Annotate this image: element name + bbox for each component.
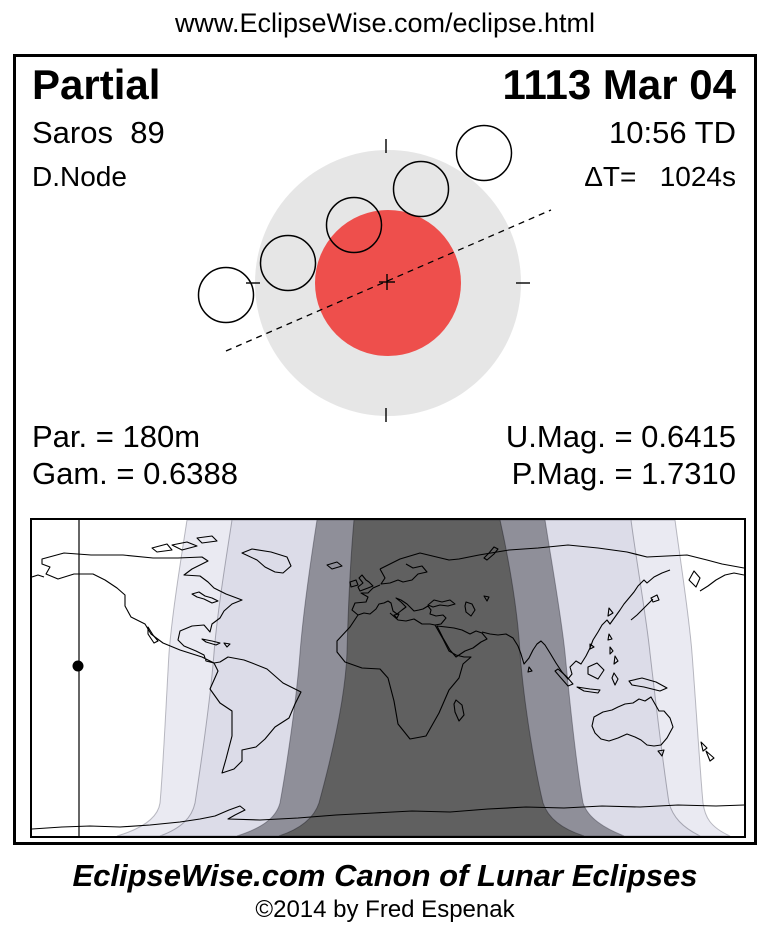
continent-outlines	[32, 535, 744, 830]
eclipse-card: Partial 1113 Mar 04 Saros 89 D.Node 10:5…	[13, 54, 757, 845]
copyright-notice: ©2014 by Fred Espenak	[255, 896, 515, 923]
center-cross	[379, 274, 395, 290]
visibility-map-frame	[30, 518, 746, 838]
moon-circle	[455, 124, 513, 182]
eclipse-geometry-diagram	[197, 124, 552, 422]
saros-number: Saros 89	[32, 115, 165, 150]
ecliptic-dashed-line	[225, 209, 552, 352]
umbra-circle	[315, 210, 461, 356]
node-label: D.Node	[32, 161, 127, 192]
canon-title: EclipseWise.com Canon of Lunar Eclipses	[72, 858, 698, 893]
gamma-value: Gam. = 0.6388	[32, 456, 238, 491]
zenith-point-dot	[72, 660, 84, 672]
cardinal-ticks	[246, 139, 530, 422]
moon-circle	[259, 234, 317, 292]
delta-t-value: ΔT= 1024s	[584, 161, 736, 192]
eclipse-type-title: Partial	[32, 61, 161, 108]
penumbral-magnitude: P.Mag. = 1.7310	[511, 456, 736, 491]
moon-circle	[392, 160, 450, 218]
moon-circle	[197, 266, 255, 324]
zone-entire-eclipse-visible	[278, 520, 585, 836]
greatest-eclipse-time: 10:56 TD	[609, 115, 736, 150]
moon-path-circles	[197, 124, 513, 324]
moon-circle	[325, 196, 383, 254]
eclipse-date: 1113 Mar 04	[502, 61, 736, 108]
visibility-map	[32, 520, 744, 836]
penumbral-duration: Par. = 180m	[32, 419, 201, 454]
page-url: www.EclipseWise.com/eclipse.html	[174, 8, 596, 38]
umbral-magnitude: U.Mag. = 0.6415	[505, 419, 736, 454]
